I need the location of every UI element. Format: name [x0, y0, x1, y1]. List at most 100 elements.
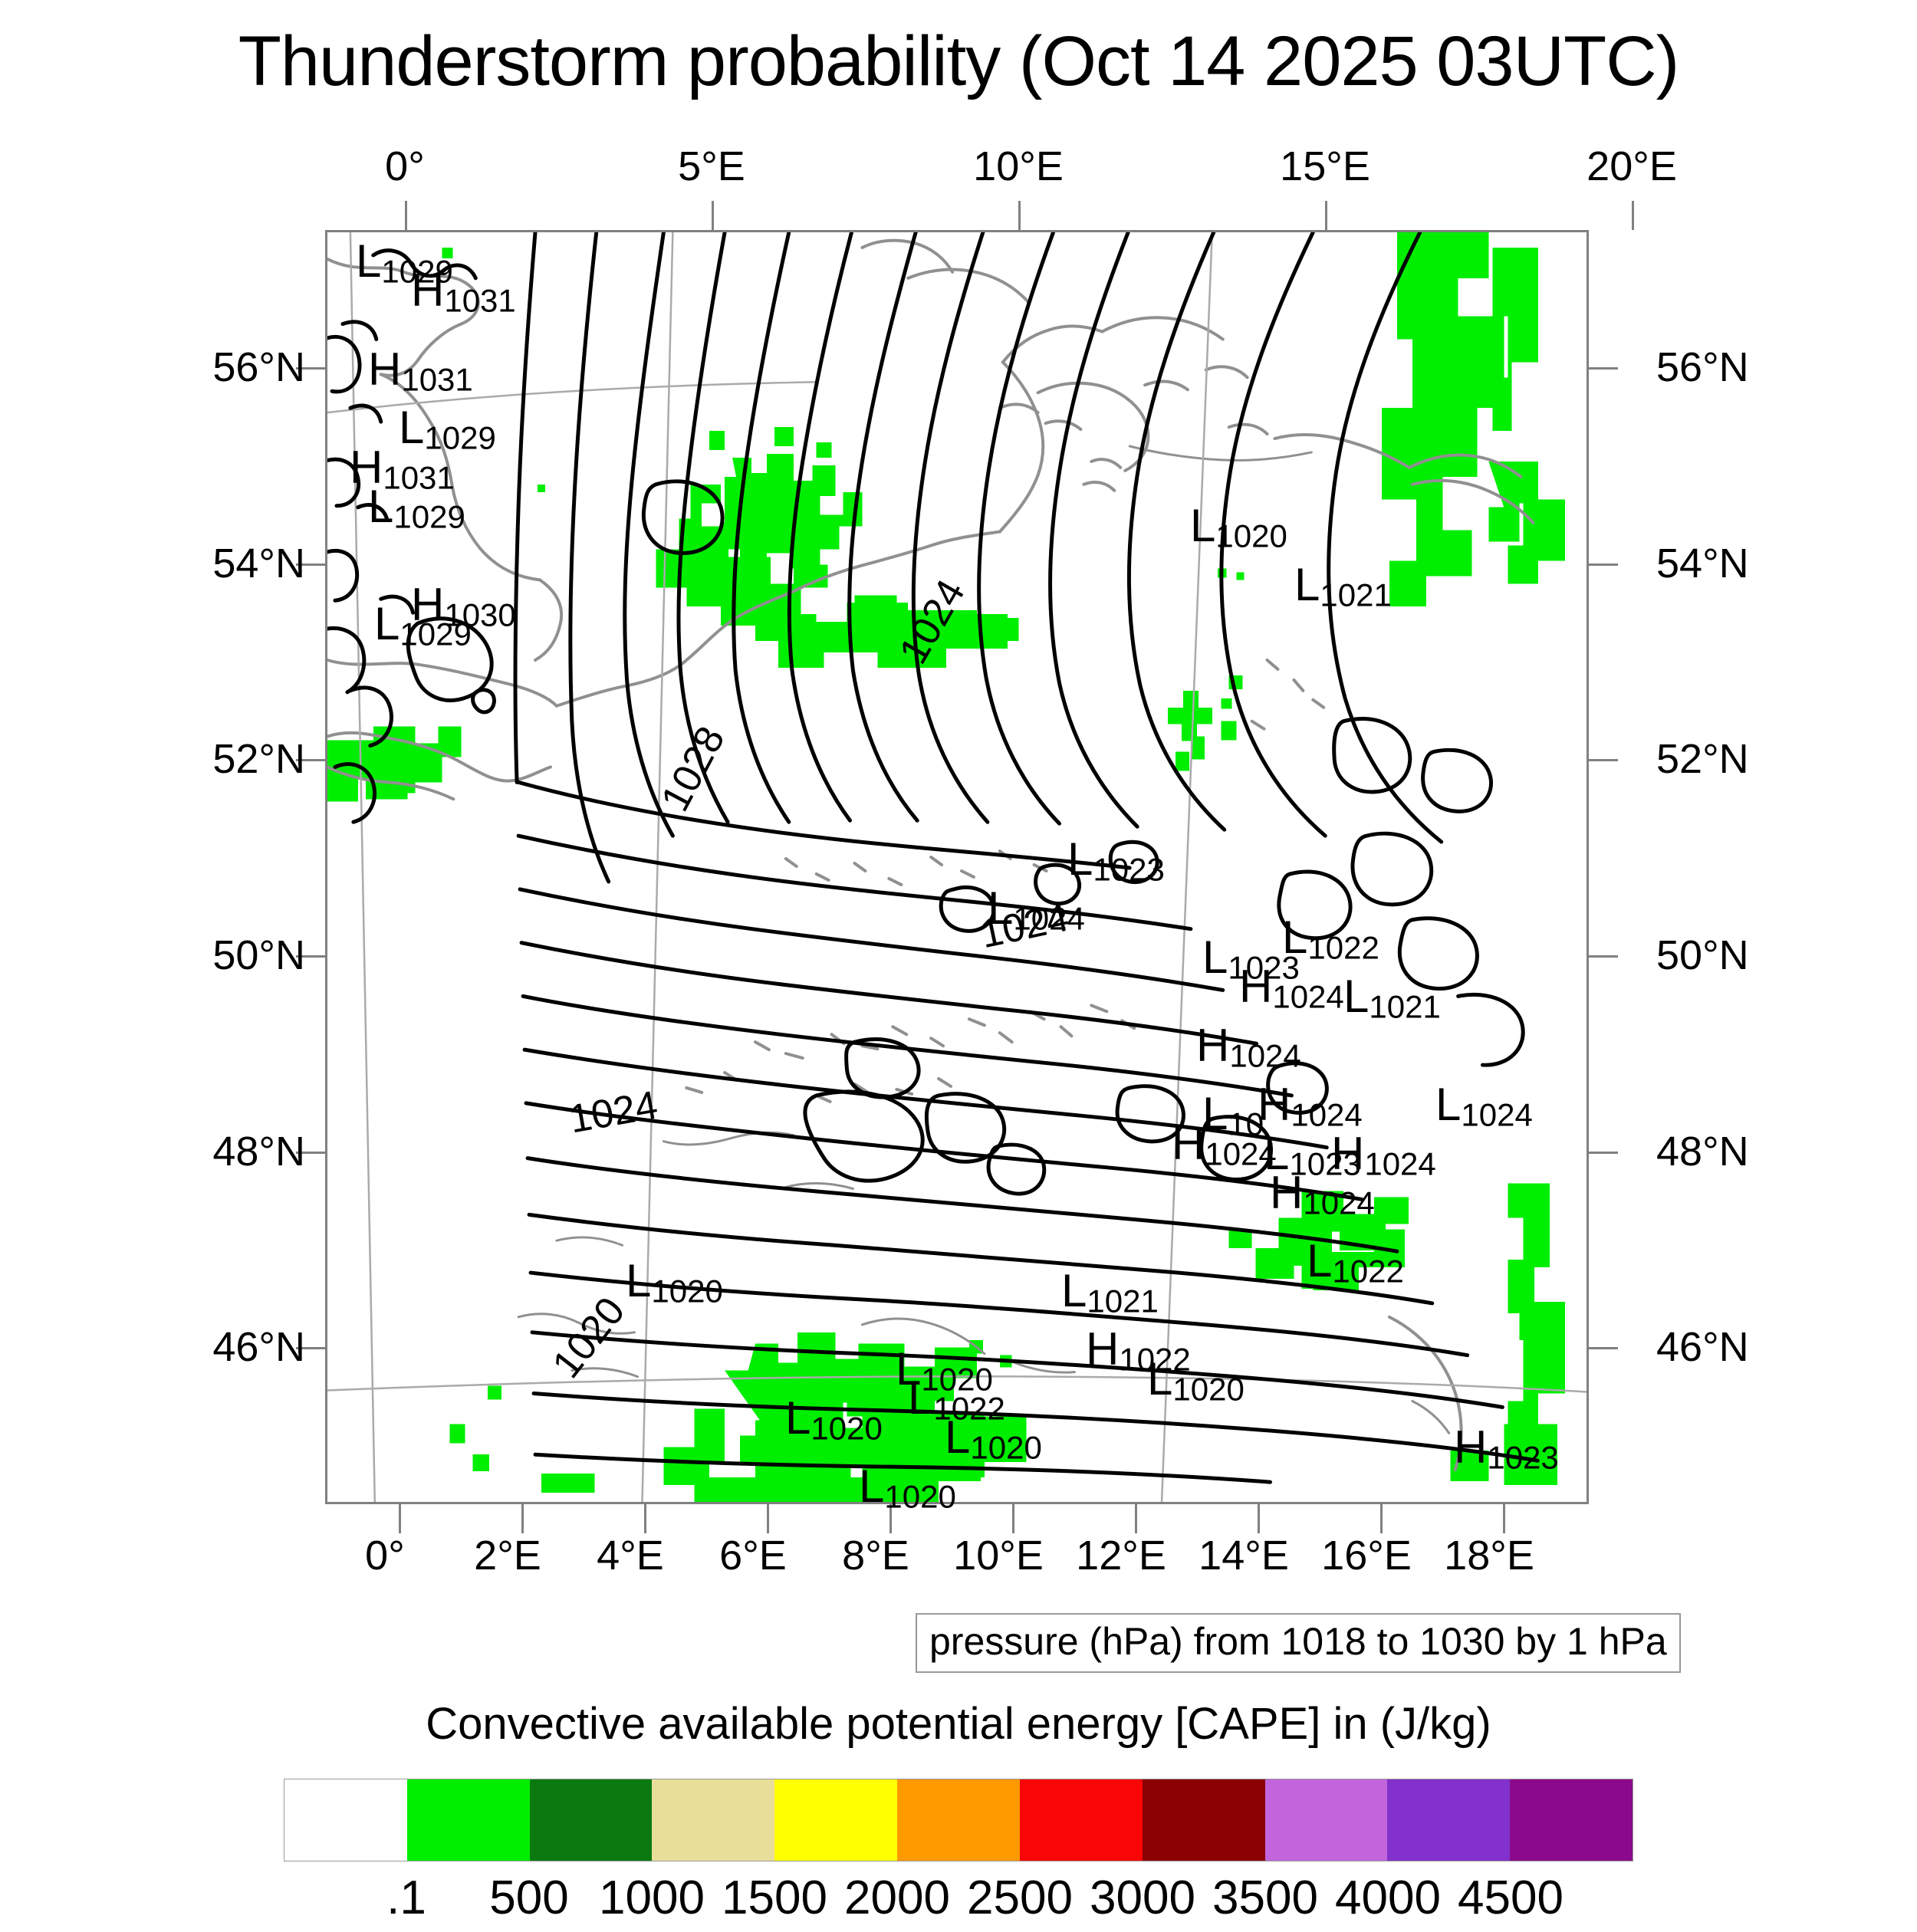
pressure-center-symbol: H [368, 343, 402, 395]
pressure-center-value: 1024 [1303, 1184, 1375, 1221]
axis-tick [296, 563, 325, 566]
colorbar-segment[interactable] [1019, 1779, 1143, 1861]
pressure-center-value: 1024 [1364, 1145, 1436, 1182]
pressure-center-symbol: L [399, 402, 425, 454]
colorbar-segment[interactable] [1510, 1779, 1633, 1861]
left-axis-label: 50°N [212, 932, 305, 979]
axis-tick [1589, 1151, 1618, 1154]
pressure-center-value: 1022 [1307, 929, 1379, 966]
pressure-center-symbol: L [785, 1392, 811, 1444]
pressure-center-symbol: H [1239, 961, 1273, 1013]
colorbar-tick-label: 3500 [1212, 1871, 1318, 1924]
colorbar-title: Convective available potential energy [C… [426, 1699, 1491, 1749]
left-axis-label: 46°N [212, 1324, 305, 1371]
pressure-center-symbol: L [1061, 1264, 1087, 1316]
colorbar-segment[interactable] [1387, 1779, 1511, 1861]
pressure-center-l: L1020 [1147, 1355, 1245, 1406]
axis-tick [1380, 1504, 1383, 1533]
pressure-center-l: L1029 [399, 405, 496, 455]
colorbar-segment[interactable] [1142, 1779, 1265, 1861]
pressure-center-symbol: H [350, 441, 383, 493]
pressure-center-symbol: H [1331, 1127, 1365, 1179]
colorbar-segment[interactable] [897, 1779, 1020, 1861]
pressure-center-h: H1030 [411, 581, 516, 633]
pressure-center-symbol: L [1202, 931, 1228, 983]
pressure-center-value: 1024 [1272, 978, 1344, 1015]
cape-colorbar[interactable] [284, 1779, 1633, 1861]
graticule-layer [327, 232, 1587, 1502]
axis-tick [1589, 366, 1618, 370]
pressure-center-value: 1020 [811, 1410, 883, 1447]
pressure-center-l: L10 [1202, 1091, 1264, 1141]
axis-tick [399, 1504, 401, 1533]
pressure-center-h: H1031 [411, 268, 516, 317]
pressure-center-symbol: L [1435, 1078, 1462, 1130]
bottom-axis-label: 14°E [1199, 1533, 1289, 1579]
pressure-center-value: 1029 [400, 616, 472, 652]
pressure-center-value: 1021 [1369, 988, 1441, 1025]
axis-tick [1503, 1504, 1505, 1533]
top-axis-label: 10°E [973, 143, 1064, 189]
axis-tick [296, 1347, 325, 1350]
top-axis-label: 0° [385, 143, 425, 189]
colorbar-tick-label: .1 [386, 1871, 426, 1924]
pressure-center-l: L1024 [1435, 1078, 1533, 1132]
axis-tick [1632, 201, 1634, 230]
colorbar-segment[interactable] [284, 1779, 407, 1861]
axis-tick [296, 1151, 325, 1154]
pressure-center-l: L1022 [908, 1375, 1005, 1425]
pressure-center-value: 1020 [1215, 518, 1287, 554]
pressure-center-symbol: H [411, 264, 445, 317]
pressure-legend-box: pressure (hPa) from 1018 to 1030 by 1 hP… [916, 1613, 1681, 1673]
pressure-center-symbol: L [1202, 1088, 1228, 1140]
axis-tick [521, 1504, 524, 1533]
pressure-center-symbol: H [1258, 1078, 1291, 1130]
pressure-center-value: 1020 [970, 1429, 1042, 1466]
colorbar-segment[interactable] [1264, 1779, 1388, 1861]
colorbar-tick-labels: .1 500 1000 1500 2000 2500 3000 3500 4000 4500 [284, 1871, 1633, 1932]
map-svg [327, 232, 1587, 1502]
pressure-center-symbol: L [1067, 833, 1093, 885]
axis-tick [1012, 1504, 1014, 1533]
left-axis-label: 52°N [212, 736, 305, 783]
colorbar-segment[interactable] [406, 1779, 530, 1861]
pressure-center-value: 1023 [1228, 949, 1300, 986]
pressure-center-value: 1029 [393, 498, 465, 535]
colorbar-tick-label: 2500 [967, 1871, 1073, 1924]
pressure-center-value: 1022 [933, 1390, 1005, 1427]
right-axis-label: 46°N [1656, 1324, 1749, 1371]
pressure-center-value: 1020 [884, 1478, 956, 1515]
axis-tick [1589, 759, 1618, 762]
colorbar-segment[interactable] [774, 1779, 898, 1861]
pressure-center-value: 1029 [424, 420, 496, 457]
pressure-center-symbol: L [368, 480, 394, 532]
pressure-center-l: L1020 [945, 1414, 1042, 1464]
left-axis-label: 54°N [212, 540, 305, 586]
pressure-center-h: H1024 [1331, 1127, 1436, 1182]
bottom-axis-label: 12°E [1076, 1533, 1166, 1579]
pressure-center-value: 1024 [1229, 1037, 1301, 1074]
pressure-center-value: 1030 [444, 596, 516, 633]
pressure-center-value: 1029 [381, 253, 453, 290]
axis-tick [712, 201, 714, 230]
pressure-center-symbol: L [908, 1372, 934, 1424]
right-axis-label: 52°N [1656, 736, 1749, 783]
axis-tick [405, 201, 407, 230]
pressure-center-l: L1023 [1202, 931, 1300, 986]
pressure-center-value: 1024 [1013, 900, 1085, 937]
pressure-center-l: L1029 [356, 238, 453, 288]
right-axis-label: 56°N [1656, 343, 1749, 390]
top-axis-label: 5°E [678, 143, 745, 189]
pressure-center-h: H1024 [1258, 1078, 1363, 1132]
colorbar-segment[interactable] [529, 1779, 653, 1861]
pressure-center-symbol: L [1264, 1127, 1290, 1179]
axis-tick [889, 1504, 892, 1533]
axis-tick [1589, 955, 1618, 958]
axis-tick [296, 366, 325, 370]
colorbar-tick-label: 1000 [599, 1871, 705, 1924]
colorbar-segment[interactable] [652, 1779, 775, 1861]
pressure-center-symbol: L [374, 598, 400, 650]
axis-tick [1135, 1504, 1137, 1533]
pressure-center-symbol: L [1294, 559, 1320, 611]
pressure-center-l: L1020 [859, 1464, 956, 1513]
